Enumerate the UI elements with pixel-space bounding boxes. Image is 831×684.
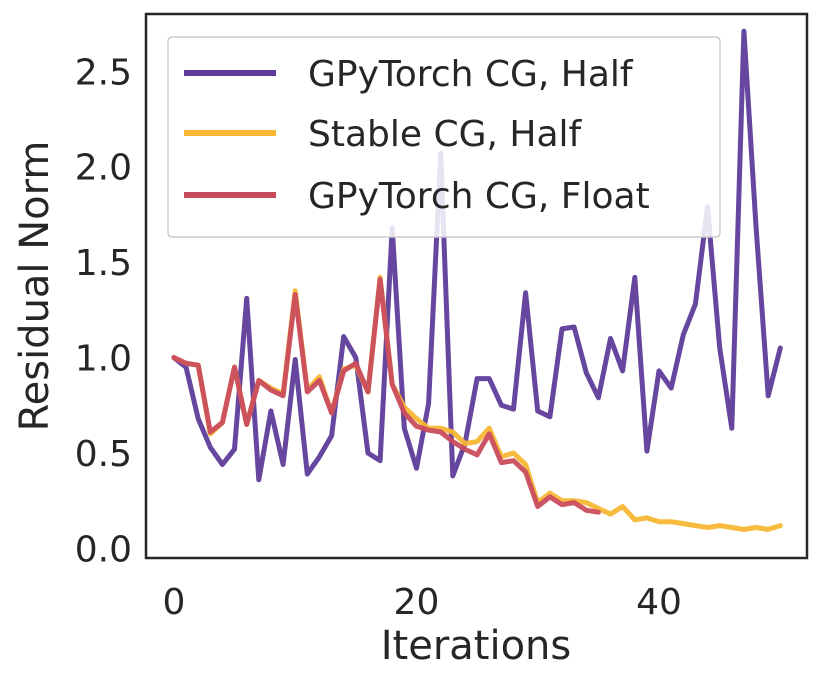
y-tick-label: 0.5	[75, 434, 132, 475]
series-layer	[171, 28, 783, 532]
legend-label-gpytorch-float: GPyTorch CG, Float	[308, 176, 650, 217]
plot-frame	[144, 12, 809, 560]
legend-label-gpytorch-half: GPyTorch CG, Half	[308, 54, 634, 95]
legend-label-stable-half: Stable CG, Half	[308, 114, 583, 155]
x-axis-label: Iterations	[381, 623, 572, 669]
x-tick-label: 20	[394, 582, 440, 623]
x-tick-labels: 0 20 40	[162, 582, 681, 623]
y-axis-label: Residual Norm	[12, 141, 58, 432]
y-tick-labels: 0.0 0.5 1.0 1.5 2.0 2.5	[75, 52, 132, 570]
x-tick-label: 0	[162, 582, 185, 623]
series-line-0	[171, 28, 783, 483]
x-tick-label: 40	[636, 582, 682, 623]
y-tick-label: 1.0	[75, 339, 132, 380]
legend-box	[167, 36, 721, 238]
y-tick-label: 2.5	[75, 52, 132, 93]
y-tick-label: 2.0	[75, 148, 132, 189]
y-tick-label: 0.0	[75, 529, 132, 570]
legend: GPyTorch CG, Half Stable CG, Half GPyTor…	[167, 36, 721, 238]
series-line-2	[171, 276, 601, 515]
y-tick-label: 1.5	[75, 243, 132, 284]
